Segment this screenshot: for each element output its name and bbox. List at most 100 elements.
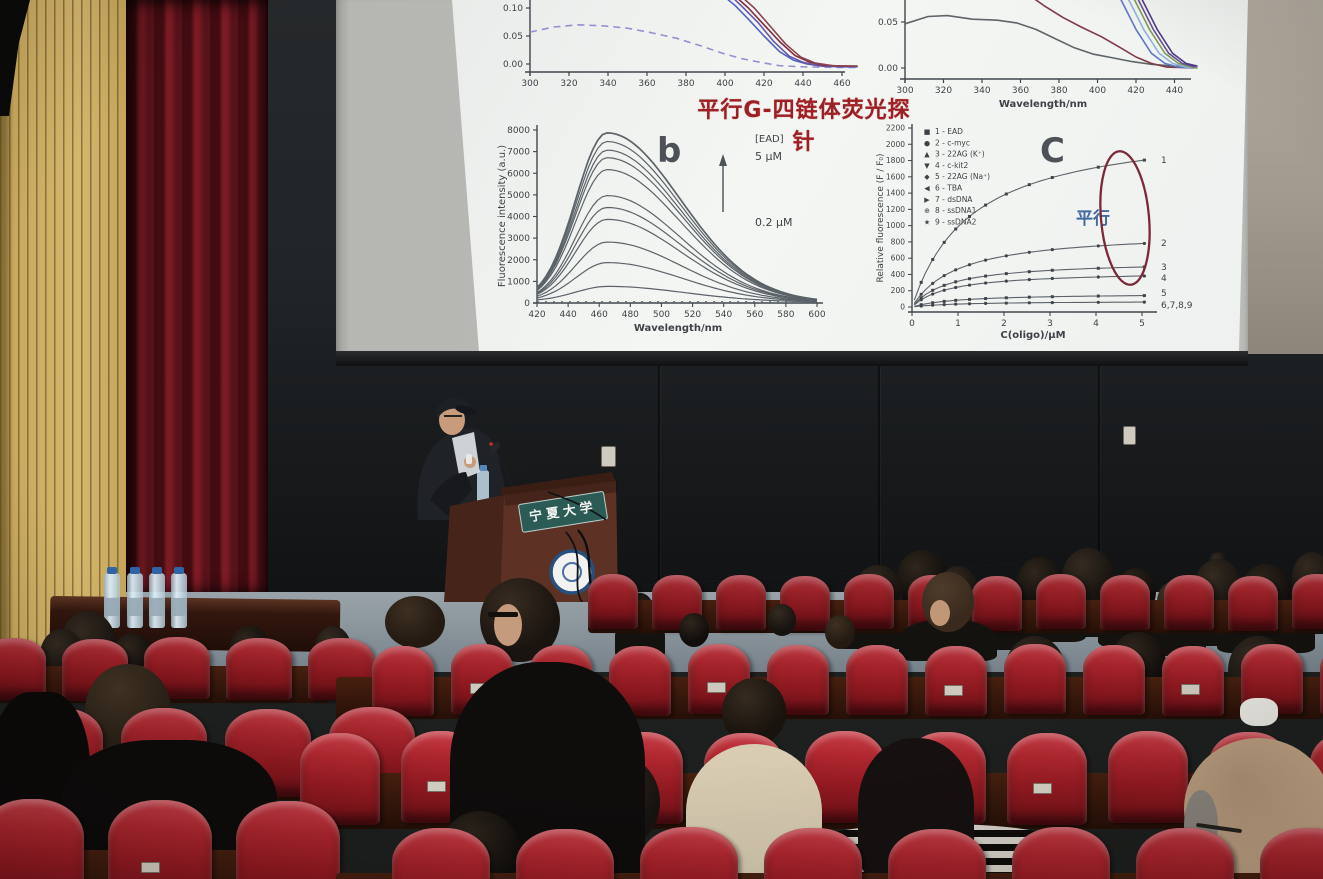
x-tick-label: 380 (677, 79, 694, 89)
bottle-label (171, 597, 187, 617)
spectrum-curve (1096, 0, 1198, 69)
legend-label: 1 - EAD (935, 127, 963, 136)
x-axis-label: Wavelength/nm (999, 99, 1087, 110)
legend-marker-icon: ■ (924, 128, 931, 136)
water-bottle (477, 470, 489, 506)
emission-curve (536, 157, 818, 301)
data-marker (931, 288, 935, 292)
curve-end-label: 3 (1161, 263, 1167, 273)
data-marker (968, 297, 971, 301)
seat (1011, 826, 1110, 879)
wood-panel-wall (0, 0, 132, 664)
data-marker (919, 304, 923, 308)
curve-end-label: 5 (1161, 289, 1167, 299)
spectrum-curve (904, 14, 1194, 68)
x-tick-label: 420 (1127, 86, 1144, 96)
x-tick-label: 460 (833, 79, 850, 89)
bottle-cap-icon (152, 567, 162, 574)
y-axis-label: Relative fluorescence (F / F₀) (876, 153, 886, 282)
legend-marker-icon: ▼ (924, 162, 930, 170)
annotation-ead: [EAD] (755, 134, 784, 145)
seat (924, 646, 987, 717)
data-marker (1050, 268, 1054, 272)
speaker-face (439, 405, 465, 435)
y-tick-label: 6000 (507, 169, 530, 179)
audience-white-collar (1240, 698, 1278, 726)
x-tick-label: 460 (591, 310, 608, 320)
y-tick-label: 4000 (507, 213, 530, 223)
emission-curve (536, 149, 818, 301)
seat (1319, 644, 1323, 715)
data-marker (942, 240, 946, 244)
legend-label: 5 - 22AG (Na⁺) (935, 172, 990, 181)
bottle-label (104, 597, 120, 617)
data-marker (1050, 276, 1054, 281)
university-logo-icon (549, 549, 595, 595)
podium-cable (565, 531, 583, 602)
data-marker (1096, 300, 1100, 304)
y-tick-label: 2000 (886, 140, 905, 149)
projected-slide-charts: 300 320 340 360 380 400 420 440 4600.100.050.003… (497, 0, 1198, 341)
seat (844, 574, 894, 630)
seat (391, 828, 490, 879)
data-marker (1096, 266, 1100, 270)
legend-marker-icon: ● (924, 139, 930, 147)
legend-marker-icon: ★ (924, 218, 930, 226)
x-tick-label: 420 (528, 310, 545, 320)
legend-marker-icon: ◆ (924, 173, 930, 181)
panel-label-b: b (657, 131, 681, 171)
x-tick-label: 300 (896, 86, 913, 96)
seat (0, 799, 84, 879)
legend-label: 6 - TBA (935, 184, 963, 193)
x-tick-label: 380 (1050, 86, 1067, 96)
data-marker (1050, 295, 1054, 299)
seat (1108, 730, 1188, 823)
data-marker (984, 203, 988, 207)
bottle-label (127, 597, 143, 617)
emission-curve (536, 132, 818, 301)
seat (639, 827, 738, 879)
data-marker (1096, 294, 1100, 298)
x-tick-label: 5 (1139, 319, 1145, 329)
seat-number-plaque (1032, 783, 1052, 795)
spectrum-curve (1106, 0, 1196, 68)
data-marker (1027, 301, 1031, 305)
university-logo-inner (562, 562, 582, 582)
audience-head (922, 572, 974, 632)
x-tick-label: 400 (1089, 86, 1106, 96)
bottle-cap (480, 465, 487, 471)
spectrum-curve (738, 0, 858, 67)
x-tick-label: 440 (560, 310, 577, 320)
data-marker (967, 263, 972, 267)
data-marker (954, 227, 958, 231)
legend-marker-icon: ◀ (924, 185, 930, 193)
y-tick-label: 2200 (886, 124, 905, 133)
stage-curtain (126, 0, 268, 594)
y-tick-label: 1000 (886, 221, 905, 230)
audience-head (385, 596, 445, 648)
wall-seam (878, 362, 880, 598)
x-tick-label: 580 (777, 310, 794, 320)
x-axis-label: C(oligo)/μM (1000, 330, 1065, 341)
legend-label: 2 - c-myc (935, 138, 970, 147)
seat (1036, 573, 1086, 629)
x-tick-label: 600 (808, 310, 825, 320)
data-marker (1142, 300, 1146, 304)
legend-label: 9 - ssDNA2 (935, 217, 977, 226)
spectrum-curve (1102, 0, 1198, 69)
x-tick-label: 440 (794, 79, 811, 89)
seat (515, 829, 614, 879)
x-tick-label: 340 (599, 79, 616, 89)
seat (236, 800, 340, 879)
podium-and-speaker (417, 397, 618, 602)
audience-head (825, 615, 855, 649)
spectrum-curve (1110, 0, 1198, 67)
bottle-cap-icon (174, 567, 184, 574)
x-tick-label: 500 (653, 310, 670, 320)
y-tick-label: 1600 (886, 172, 905, 181)
seat (1100, 574, 1150, 630)
data-marker (1142, 294, 1146, 298)
speaker-arm (430, 472, 472, 516)
data-marker (931, 281, 935, 285)
seat (371, 646, 434, 717)
